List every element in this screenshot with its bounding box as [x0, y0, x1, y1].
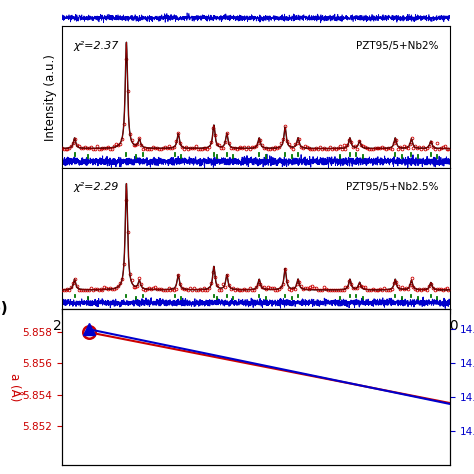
Text: χ²=2.37: χ²=2.37 [73, 41, 118, 51]
Text: PZT95/5+Nb2%: PZT95/5+Nb2% [356, 41, 438, 51]
Text: (b): (b) [0, 301, 9, 316]
X-axis label: 2θ (degree): 2θ (degree) [215, 338, 297, 352]
Y-axis label: Intensity (a.u.): Intensity (a.u.) [45, 54, 57, 140]
Text: PZT95/5+Nb2.5%: PZT95/5+Nb2.5% [346, 182, 438, 192]
Text: χ²=2.29: χ²=2.29 [73, 182, 118, 192]
Y-axis label: a (Å): a (Å) [8, 373, 21, 401]
